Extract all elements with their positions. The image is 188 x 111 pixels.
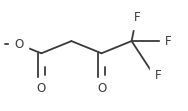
Text: O: O xyxy=(14,38,24,51)
Text: F: F xyxy=(164,35,171,48)
Text: F: F xyxy=(134,11,141,24)
Text: O: O xyxy=(97,82,106,95)
Text: O: O xyxy=(37,82,46,95)
Text: F: F xyxy=(155,69,162,82)
